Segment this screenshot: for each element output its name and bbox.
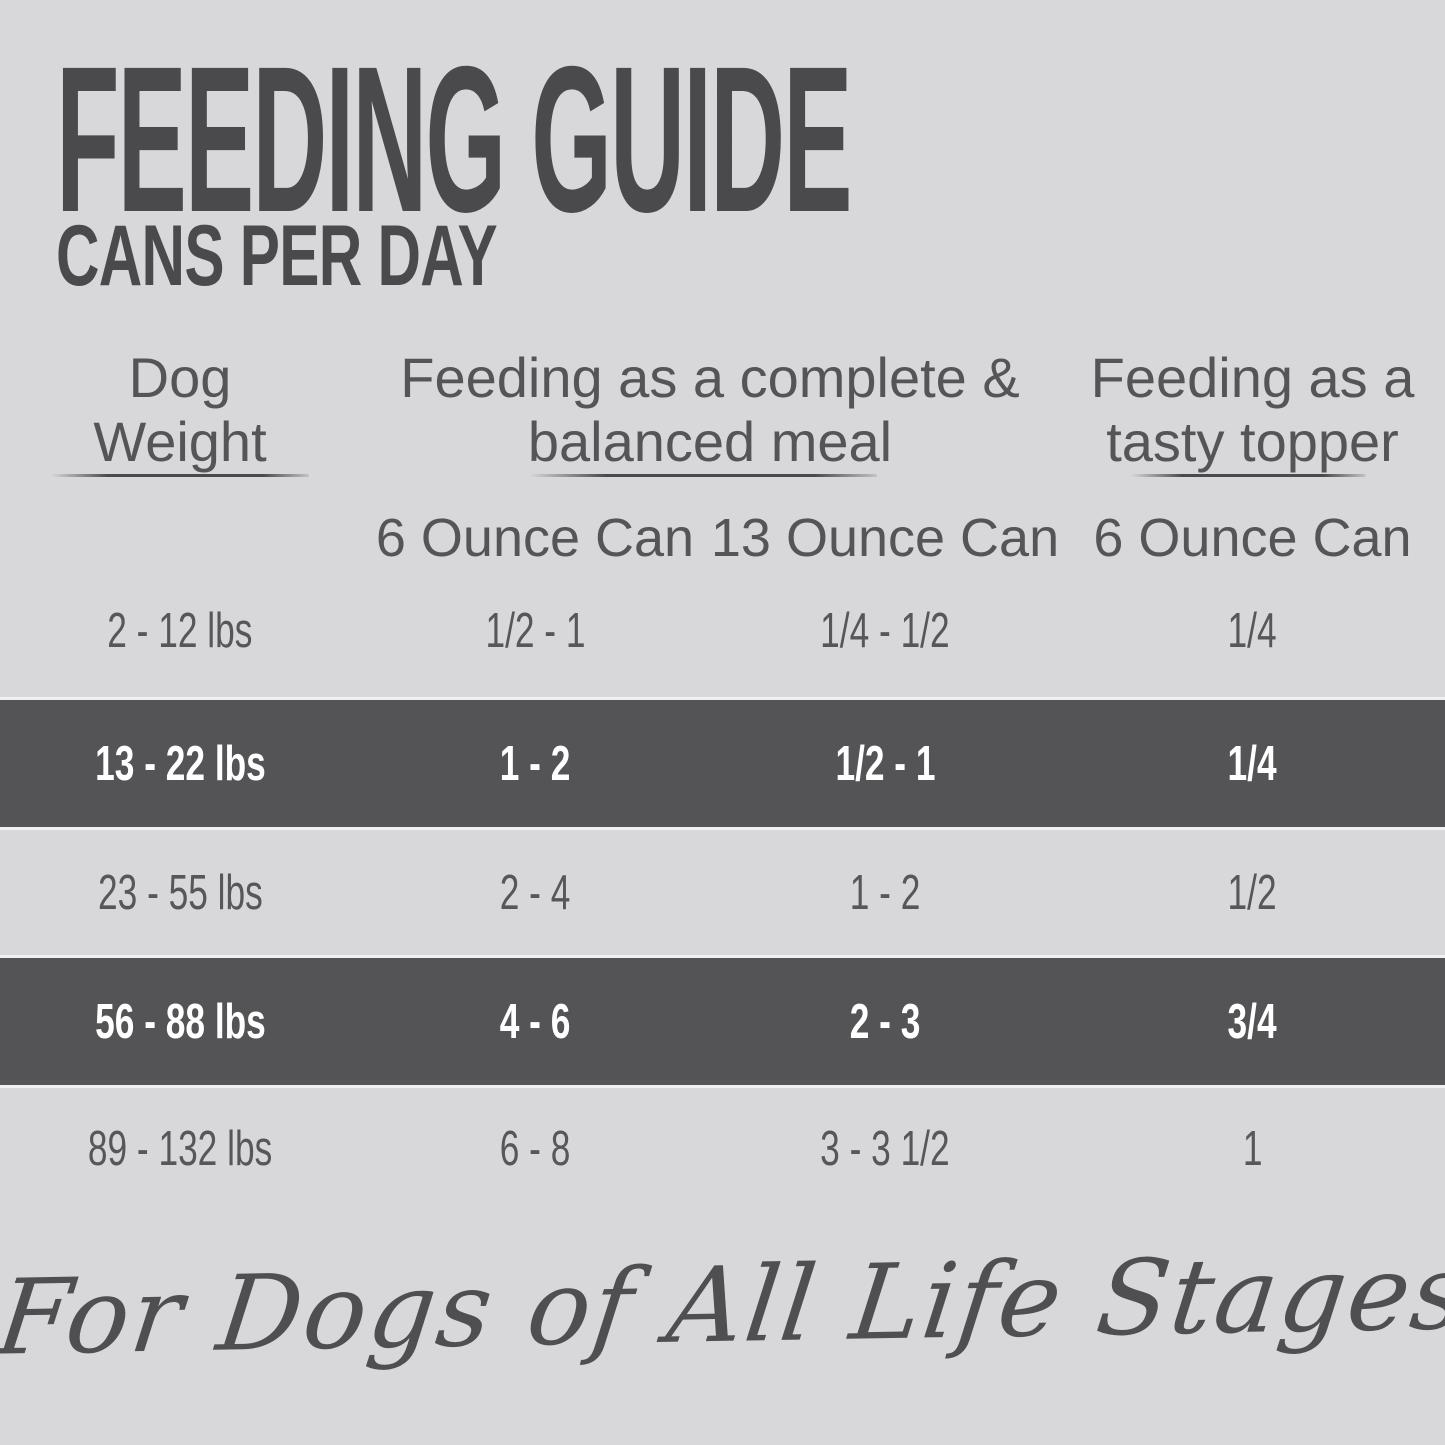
header-underline [529, 474, 878, 477]
subheader-spacer [0, 490, 360, 565]
table-header-row: Dog Weight Feeding as a complete & balan… [0, 340, 1445, 490]
weight-cell: 56 - 88 lbs [0, 958, 360, 1085]
weight-value: 89 - 132 lbs [87, 1122, 273, 1176]
meal-6oz-cell: 4 - 6 [360, 958, 710, 1085]
meal-13oz-cell: 3 - 3 1/2 [710, 1088, 1060, 1210]
topper-6oz-cell: 1/2 [1060, 830, 1445, 955]
weight-value: 56 - 88 lbs [94, 994, 266, 1049]
subheader-topper-6oz: 6 Ounce Can [1093, 507, 1412, 568]
column-header-line: Dog [128, 346, 232, 409]
meal-13oz-cell: 1/4 - 1/2 [710, 565, 1060, 697]
column-header-tasty-topper: Feeding as a tasty topper [1060, 340, 1445, 490]
column-header-line: tasty topper [1106, 410, 1399, 473]
meal-13oz-value: 1 - 2 [849, 865, 921, 920]
table-row-highlighted: 56 - 88 lbs 4 - 6 2 - 3 3/4 [0, 955, 1445, 1088]
meal-13oz-value: 2 - 3 [849, 994, 921, 1049]
meal-6oz-cell: 6 - 8 [360, 1088, 710, 1210]
column-header-line: Weight [93, 410, 267, 473]
meal-6oz-value: 1 - 2 [499, 736, 571, 791]
weight-cell: 13 - 22 lbs [0, 700, 360, 827]
topper-6oz-value: 1/2 [1227, 865, 1278, 920]
subheader-meal-13oz: 13 Ounce Can [710, 507, 1060, 568]
page-subtitle: CANS PER DAY [56, 208, 498, 304]
topper-6oz-value: 1 [1242, 1122, 1263, 1176]
meal-6oz-cell: 1/2 - 1 [360, 565, 710, 697]
meal-6oz-value: 1/2 - 1 [484, 604, 586, 658]
meal-6oz-cell: 2 - 4 [360, 830, 710, 955]
meal-6oz-value: 4 - 6 [499, 994, 571, 1049]
topper-6oz-value: 1/4 [1227, 604, 1278, 658]
topper-6oz-cell: 1/4 [1060, 565, 1445, 697]
meal-13oz-value: 1/2 - 1 [834, 736, 936, 791]
weight-value: 13 - 22 lbs [94, 736, 266, 791]
weight-value: 2 - 12 lbs [107, 604, 253, 658]
meal-13oz-cell: 2 - 3 [710, 958, 1060, 1085]
column-header-line: Feeding as a [1090, 346, 1415, 409]
column-header-complete-meal: Feeding as a complete & balanced meal [360, 340, 1060, 490]
header-underline [51, 474, 309, 477]
table-row: 23 - 55 lbs 2 - 4 1 - 2 1/2 [0, 830, 1445, 955]
column-header-line: balanced meal [527, 410, 893, 473]
meal-13oz-cell: 1 - 2 [710, 830, 1060, 955]
meal-6oz-value: 2 - 4 [499, 865, 571, 920]
topper-6oz-cell: 1/4 [1060, 700, 1445, 827]
tagline: For Dogs of All Life Stages [0, 1231, 1445, 1379]
weight-cell: 2 - 12 lbs [0, 565, 360, 697]
topper-6oz-cell: 1 [1060, 1088, 1445, 1210]
column-header-line: Feeding as a complete & [400, 346, 1020, 409]
weight-cell: 23 - 55 lbs [0, 830, 360, 955]
topper-6oz-value: 3/4 [1227, 994, 1278, 1049]
header-underline [1130, 474, 1366, 477]
meal-13oz-value: 1/4 - 1/2 [820, 604, 950, 658]
topper-6oz-cell: 3/4 [1060, 958, 1445, 1085]
weight-cell: 89 - 132 lbs [0, 1088, 360, 1210]
column-header-dog-weight: Dog Weight [0, 340, 360, 490]
weight-value: 23 - 55 lbs [97, 865, 263, 920]
table-row-highlighted: 13 - 22 lbs 1 - 2 1/2 - 1 1/4 [0, 697, 1445, 830]
meal-13oz-cell: 1/2 - 1 [710, 700, 1060, 827]
feeding-table: Dog Weight Feeding as a complete & balan… [0, 340, 1445, 1210]
table-subheader-row: 6 Ounce Can 13 Ounce Can 6 Ounce Can [0, 490, 1445, 568]
page-title: FEEDING GUIDE [56, 24, 853, 256]
table-row: 2 - 12 lbs 1/2 - 1 1/4 - 1/2 1/4 [0, 565, 1445, 697]
subheader-meal-6oz: 6 Ounce Can [375, 507, 695, 568]
meal-6oz-value: 6 - 8 [499, 1122, 571, 1176]
table-row: 89 - 132 lbs 6 - 8 3 - 3 1/2 1 [0, 1088, 1445, 1210]
meal-6oz-cell: 1 - 2 [360, 700, 710, 827]
meal-13oz-value: 3 - 3 1/2 [820, 1122, 950, 1176]
topper-6oz-value: 1/4 [1227, 736, 1278, 791]
